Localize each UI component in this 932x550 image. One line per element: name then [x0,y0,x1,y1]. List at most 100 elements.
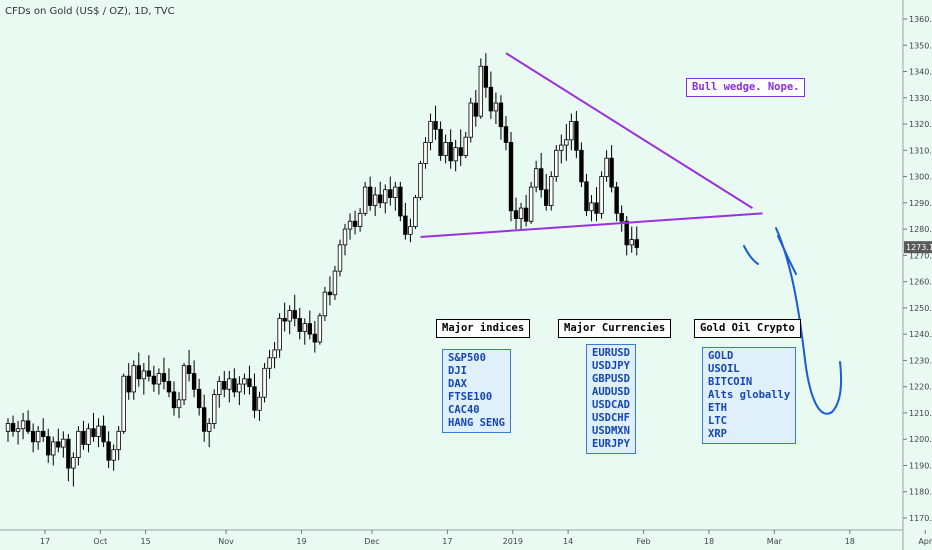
candle-up [357,212,363,227]
candle-down [488,86,494,112]
candle-up [478,65,484,117]
candle-down [433,121,438,130]
candle-down [161,373,167,382]
x-tick-label: 2019 [503,537,523,546]
y-tick-label: 1240.00 [909,330,932,339]
candle-down [438,128,443,156]
candle-up [599,176,604,214]
y-tick-label: 1290.00 [909,199,932,208]
candle-up [408,226,413,235]
y-tick-label: 1310.00 [909,146,932,155]
candle-up [35,430,41,443]
x-tick-label: 17 [442,537,452,546]
candle-down [574,121,579,151]
projection-tick [743,245,759,265]
candle-down [66,438,71,469]
candle-up [181,365,187,401]
candle-down [579,149,584,183]
x-tick-label: Nov [218,537,234,546]
list-item: GOLD [708,350,734,362]
candle-down [166,381,172,393]
candle-down [503,126,509,143]
candle-up [217,381,222,395]
y-tick-label: 1220.00 [909,383,932,392]
candle-down [247,378,252,388]
candle-up [342,228,348,246]
candle-up [443,142,448,156]
candle-up [71,457,76,469]
candle-up [287,310,292,322]
candle-up [257,396,262,411]
candle-down [473,102,478,117]
y-tick-label: 1320.00 [909,120,932,129]
candle-down [458,147,463,156]
trendline-upper [505,52,753,209]
y-tick-label: 1350.00 [909,41,932,50]
candle-up [227,378,232,390]
candle-up [322,291,328,317]
candle-up [86,428,91,445]
candle-down [232,378,237,393]
candle-up [332,270,338,296]
candle-up [549,176,554,206]
chart-title: CFDs on Gold (US$ / OZ), 1D, TVC [5,6,175,17]
candle-down [403,215,408,235]
candle-up [589,202,594,212]
y-tick-label: 1300.00 [909,173,932,182]
candle-down [609,157,614,188]
list-item: EURUSD [592,347,630,359]
candle-up [453,147,458,162]
gold-oil-crypto-title: Gold Oil Crypto [694,319,801,338]
candle-up [116,430,121,451]
candle-up [337,244,343,272]
candle-down [513,210,519,220]
x-tick-label: Feb [636,537,650,546]
bull-wedge-note: Bull wedge. Nope. [686,78,806,97]
candle-down [56,441,61,448]
candle-down [201,407,207,432]
candle-up [629,239,634,246]
x-tick-label: Oct [93,537,107,546]
candle-down [327,291,333,296]
y-tick-label: 1210.00 [909,409,932,418]
major-currencies-list: EURUSD USDJPY GBPUSD AUDUSD USDCAD USDCH… [586,344,636,454]
x-tick-label: 18 [704,537,714,546]
candle-up [206,423,212,432]
candle-down [367,186,373,206]
candle-up [15,428,21,432]
candle-down [312,333,318,343]
list-item: BITCOIN [708,376,753,388]
candle-up [277,317,282,351]
candle-up [493,102,499,112]
candle-up [237,383,242,393]
list-item: USDCHF [592,412,630,424]
list-item: Alts globally [708,389,791,401]
x-tick-label: Mar [767,537,783,546]
candle-up [176,399,182,409]
candle-up [156,373,162,385]
candle-up [347,220,353,230]
major-indices-title: Major indices [436,319,531,338]
candle-up [528,186,534,222]
x-tick-label: 15 [141,537,151,546]
y-tick-label: 1280.00 [909,225,932,234]
candle-up [96,425,101,437]
list-item: USDJPY [592,360,630,372]
candle-down [101,425,106,443]
candle-down [292,310,297,319]
candle-down [297,317,302,332]
candle-up [302,323,307,332]
candle-up [423,142,428,164]
candle-down [25,420,31,432]
list-item: USOIL [708,363,740,375]
x-tick-label: 17 [40,537,50,546]
candle-up [533,168,539,188]
last-price-tag [904,241,932,254]
candle-down [30,430,36,443]
candle-up [604,157,609,177]
candle-down [634,239,639,248]
candle-up [393,186,398,198]
candle-up [121,375,126,432]
